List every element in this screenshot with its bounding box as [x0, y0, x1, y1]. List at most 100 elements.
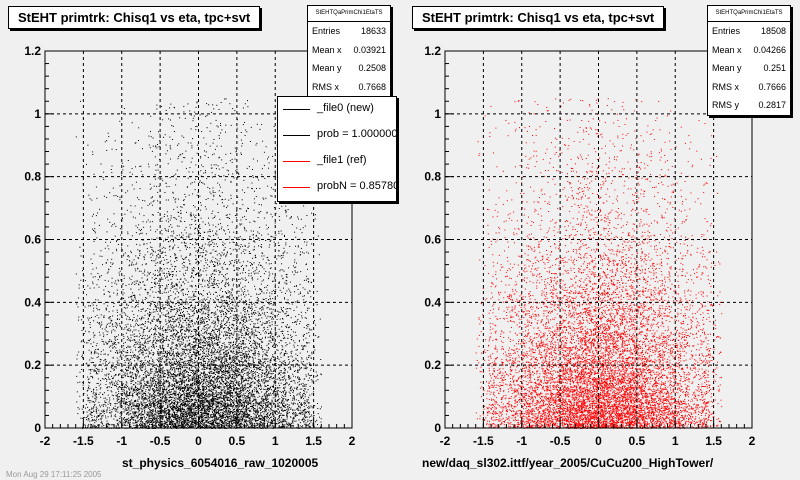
data-point: [258, 355, 260, 357]
data-point: [237, 274, 239, 276]
data-point: [269, 295, 271, 297]
data-point: [137, 416, 139, 418]
data-point: [205, 312, 207, 314]
data-point: [135, 376, 137, 378]
data-point: [270, 376, 272, 378]
data-point: [187, 426, 189, 428]
data-point: [99, 404, 101, 406]
data-point: [188, 235, 190, 237]
data-point: [132, 404, 134, 406]
data-point: [180, 406, 182, 408]
data-point: [251, 419, 253, 421]
data-point: [270, 195, 272, 197]
data-point: [222, 362, 224, 363]
data-point: [132, 373, 134, 375]
data-point: [165, 319, 167, 321]
data-point: [264, 423, 266, 425]
data-point: [113, 195, 115, 197]
data-point: [207, 408, 209, 409]
data-point: [201, 417, 203, 419]
data-point: [222, 417, 224, 419]
data-point: [95, 395, 97, 397]
data-point: [199, 346, 201, 348]
data-point: [221, 373, 223, 375]
data-point: [76, 354, 78, 356]
data-point: [159, 410, 161, 411]
data-point: [177, 373, 179, 375]
data-point: [178, 394, 179, 396]
data-point: [195, 307, 197, 309]
data-point: [192, 414, 194, 416]
data-point: [240, 419, 242, 421]
data-point: [204, 345, 206, 347]
data-point: [265, 370, 267, 372]
data-point: [182, 311, 184, 312]
data-point: [279, 410, 280, 412]
data-point: [201, 398, 202, 399]
data-point: [132, 320, 133, 322]
data-point: [182, 405, 184, 407]
data-point: [107, 394, 109, 396]
data-point: [288, 267, 290, 269]
data-point: [115, 426, 117, 428]
data-point: [188, 319, 190, 321]
data-point: [185, 245, 187, 246]
data-point: [186, 350, 188, 352]
data-point: [262, 398, 264, 400]
data-point: [126, 303, 128, 305]
data-point: [112, 224, 114, 226]
data-point: [188, 236, 190, 238]
data-point: [226, 297, 228, 299]
data-point: [203, 267, 205, 269]
data-point: [123, 345, 124, 347]
data-point: [275, 234, 277, 236]
data-point: [252, 339, 254, 341]
data-point: [186, 269, 188, 271]
data-point: [137, 324, 139, 326]
data-point: [293, 417, 295, 419]
data-point: [117, 353, 119, 354]
data-point: [263, 361, 265, 363]
data-point: [181, 400, 183, 401]
data-point: [188, 410, 190, 412]
data-point: [211, 275, 212, 277]
data-point: [216, 411, 218, 413]
data-point: [205, 259, 207, 261]
data-point: [236, 356, 238, 358]
data-point: [217, 286, 219, 288]
data-point: [207, 389, 209, 391]
data-point: [112, 382, 114, 384]
data-point: [176, 415, 178, 417]
data-point: [220, 125, 222, 126]
data-point: [189, 401, 191, 403]
data-point: [134, 400, 136, 402]
data-point: [214, 325, 216, 327]
data-point: [191, 275, 193, 277]
data-point: [204, 365, 206, 367]
data-point: [265, 399, 267, 401]
data-point: [292, 418, 294, 420]
data-point: [234, 366, 236, 368]
data-point: [119, 381, 121, 382]
data-point: [244, 383, 246, 385]
data-point: [222, 241, 224, 243]
data-point: [248, 393, 250, 395]
data-point: [181, 236, 183, 238]
data-point: [140, 412, 142, 414]
data-point: [151, 260, 152, 262]
data-point: [267, 421, 269, 423]
data-point: [209, 365, 211, 367]
data-point: [151, 383, 153, 385]
data-point: [133, 384, 135, 386]
data-point: [96, 321, 98, 323]
data-point: [254, 364, 256, 365]
data-point: [171, 397, 173, 398]
data-point: [116, 360, 118, 362]
data-point: [174, 254, 176, 256]
data-point: [209, 425, 211, 427]
data-point: [185, 349, 187, 351]
data-point: [202, 335, 204, 337]
data-point: [293, 344, 295, 346]
data-point: [157, 375, 159, 377]
data-point: [247, 100, 248, 102]
